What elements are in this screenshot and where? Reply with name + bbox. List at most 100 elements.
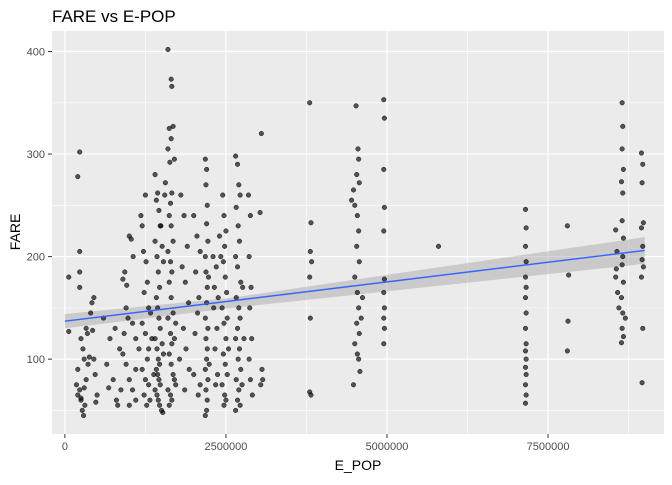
data-point [144,356,150,362]
data-point [619,218,625,224]
data-point [204,202,210,208]
data-point [356,180,362,186]
data-point [173,320,179,326]
data-point [225,346,232,352]
data-point [160,409,166,416]
data-point [170,371,176,378]
data-point [618,340,625,346]
data-point [203,387,209,393]
data-point [210,254,216,260]
data-point [205,238,211,244]
data-point [195,310,201,316]
data-point [246,356,252,362]
data-point [222,361,228,367]
data-point [191,371,197,378]
data-point [381,97,387,103]
data-point [220,192,226,198]
data-point [221,402,227,408]
data-point [522,325,529,331]
data-point [202,156,208,162]
data-point [202,412,208,419]
data-point [223,228,229,234]
data-point [620,254,626,260]
data-point [138,213,144,219]
data-point [233,295,239,301]
data-point [522,364,529,370]
data-point [141,392,147,398]
data-point [352,274,358,280]
data-point [129,387,136,393]
data-point [613,266,619,272]
data-point [204,284,210,290]
data-point [204,356,210,362]
y-tick-label: 200 [27,252,45,264]
data-point [566,272,572,278]
data-point [179,264,185,270]
data-point [110,377,116,383]
data-point [80,346,86,352]
data-point [352,341,358,347]
data-point [638,225,645,231]
data-point [77,248,83,255]
data-point [162,180,168,186]
data-point [139,366,145,372]
data-point [356,228,362,234]
data-point [233,153,239,159]
data-point [259,366,265,372]
data-point [193,269,199,275]
data-point [247,377,253,383]
data-point [354,213,360,219]
y-tick-label: 300 [27,149,45,161]
data-point [91,295,97,301]
data-point [66,328,72,335]
confidence-ribbon [64,237,645,329]
data-point [93,399,99,405]
data-point [128,236,134,242]
data-point [235,356,241,362]
data-point [171,156,177,162]
data-point [202,366,208,372]
data-point [183,346,189,352]
data-point [195,392,201,398]
data-point [121,330,127,337]
data-point [638,150,645,156]
data-point [240,284,246,290]
data-point [359,295,366,301]
data-point [167,330,174,337]
data-point [152,172,158,178]
data-point [89,300,95,306]
data-point [221,213,227,219]
data-point [233,336,239,342]
data-point [142,377,148,383]
data-point [204,407,210,413]
data-point [356,156,362,162]
data-point [170,238,176,244]
data-point [639,380,645,386]
data-point [146,305,152,311]
data-point [564,223,570,229]
data-point [258,382,264,388]
data-point [204,166,210,172]
data-point [640,161,646,167]
data-point [307,315,313,321]
y-axis-ticks: 100 200 300 400 [27,47,52,366]
data-point [435,243,442,249]
data-point [205,377,211,383]
data-point [381,228,387,234]
data-point [146,382,152,388]
data-point [144,279,150,285]
data-point [350,187,357,193]
data-point [182,387,188,393]
data-point [639,257,645,263]
data-point [113,397,119,403]
data-point [154,254,160,260]
data-point [147,397,153,403]
data-point [640,220,646,226]
data-point [81,356,87,362]
data-point [236,305,242,311]
data-point [159,341,165,347]
data-point [182,279,188,285]
data-point [144,402,150,408]
